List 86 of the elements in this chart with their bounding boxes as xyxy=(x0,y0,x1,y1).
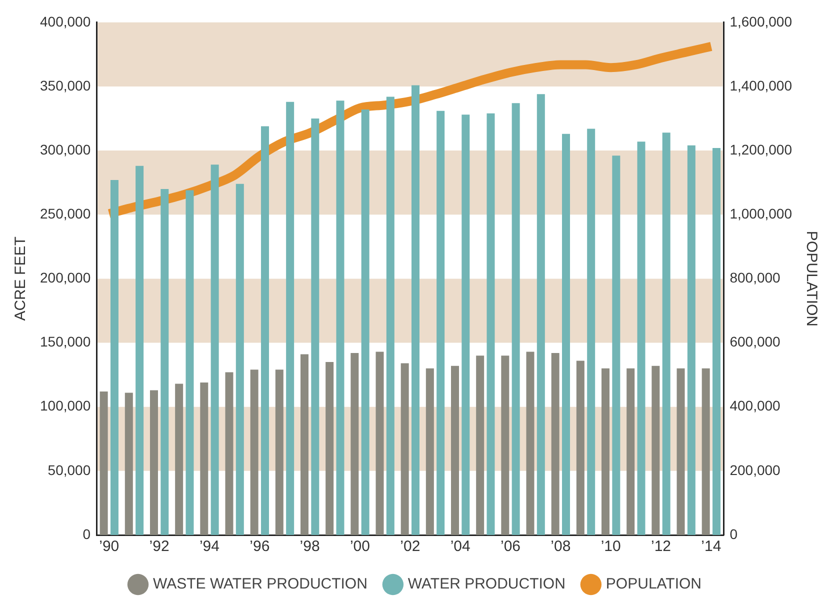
bar xyxy=(612,156,620,535)
bar xyxy=(160,188,169,535)
bar xyxy=(676,368,685,535)
y-tick-label: 100,000 xyxy=(40,398,91,414)
bar xyxy=(512,103,520,535)
x-tick-label: ’04 xyxy=(450,538,470,556)
bar xyxy=(551,353,560,535)
bar xyxy=(311,118,320,535)
bar xyxy=(411,85,420,535)
bar xyxy=(250,370,258,535)
bar xyxy=(562,134,570,535)
bar xyxy=(587,128,596,535)
legend-label: WATER PRODUCTION xyxy=(408,576,566,593)
x-tick-label: ’02 xyxy=(400,538,420,556)
y2-tick-label: 200,000 xyxy=(730,462,781,478)
y2-tick-label: 0 xyxy=(730,526,738,542)
y-tick-label: 0 xyxy=(82,526,91,542)
bar xyxy=(436,110,445,535)
bar xyxy=(361,110,370,535)
y2-tick-label: 600,000 xyxy=(730,334,781,350)
y-tick-label: 150,000 xyxy=(40,334,91,350)
bar xyxy=(476,356,484,535)
y-tick-label: 400,000 xyxy=(40,13,91,30)
bar xyxy=(376,352,384,535)
bar xyxy=(236,184,244,535)
bar xyxy=(336,100,344,535)
bar xyxy=(286,102,294,535)
bar xyxy=(702,368,710,535)
y2-axis-title: POPULATION xyxy=(802,230,820,326)
bar xyxy=(426,368,434,535)
y-axis-title: ACRE FEET xyxy=(12,236,30,321)
y2-tick-label: 1,000,000 xyxy=(730,205,792,222)
bar xyxy=(637,142,646,535)
bar xyxy=(275,370,284,535)
y2-tick-label: 1,200,000 xyxy=(730,141,792,158)
bar xyxy=(136,166,144,535)
bar xyxy=(712,148,721,535)
bar xyxy=(662,132,670,535)
bar xyxy=(462,114,470,535)
bar xyxy=(186,190,194,535)
x-tick-label: ’00 xyxy=(350,538,370,556)
y-tick-label: 200,000 xyxy=(40,270,91,286)
bar xyxy=(400,363,409,535)
bar xyxy=(626,368,635,535)
bar xyxy=(300,354,308,535)
bar xyxy=(210,164,219,535)
bar xyxy=(486,113,495,535)
y2-tick-label: 400,000 xyxy=(730,398,781,414)
x-tick-label: ’90 xyxy=(99,538,120,556)
bar xyxy=(350,353,359,535)
y-tick-label: 250,000 xyxy=(40,205,91,222)
y2-tick-label: 1,400,000 xyxy=(730,77,792,94)
bar xyxy=(326,362,334,535)
bar xyxy=(110,180,118,535)
x-tick-label: ’94 xyxy=(199,538,220,556)
bar xyxy=(386,96,394,535)
x-tick-label: ’10 xyxy=(600,538,621,556)
bar xyxy=(576,360,584,535)
bar xyxy=(260,126,269,535)
bar xyxy=(124,392,133,535)
bar xyxy=(526,352,534,535)
bar xyxy=(602,368,610,535)
y-tick-label: 350,000 xyxy=(40,77,91,94)
bar xyxy=(100,391,108,535)
legend-label: WASTE WATER PRODUCTION xyxy=(153,576,368,593)
bar xyxy=(175,384,184,535)
bar xyxy=(652,366,660,535)
bar xyxy=(687,145,696,535)
x-tick-label: ’98 xyxy=(300,538,320,556)
x-tick-label: ’92 xyxy=(149,538,170,556)
y-tick-label: 50,000 xyxy=(48,462,91,478)
y2-tick-label: 800,000 xyxy=(730,270,781,286)
bar xyxy=(536,94,545,535)
bar xyxy=(200,382,208,535)
x-tick-label: ’06 xyxy=(500,538,521,556)
bar xyxy=(451,366,459,535)
x-tick-label: ’14 xyxy=(701,538,722,556)
legend-label: POPULATION xyxy=(606,576,702,593)
y-tick-label: 300,000 xyxy=(40,141,91,158)
y2-tick-label: 1,600,000 xyxy=(730,13,792,30)
x-tick-label: ’12 xyxy=(650,538,672,556)
bar xyxy=(150,390,158,535)
x-tick-label: ’96 xyxy=(250,538,270,556)
bar xyxy=(501,356,510,535)
x-tick-label: ’08 xyxy=(550,538,571,556)
bar xyxy=(225,372,234,535)
